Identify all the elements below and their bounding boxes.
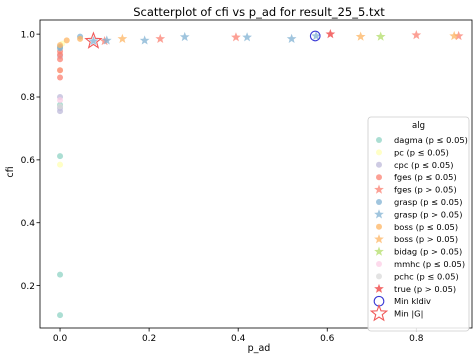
data-point: [411, 29, 422, 40]
data-point: [375, 31, 386, 41]
data-point: [57, 67, 64, 74]
legend-label: grasp (p ≤ 0.05): [394, 197, 462, 207]
legend-marker: [376, 149, 382, 156]
data-point: [309, 30, 321, 42]
legend-marker: [374, 234, 384, 244]
y-tick-label: 0.4: [21, 219, 36, 229]
data-point: [57, 312, 64, 319]
data-point: [311, 30, 321, 41]
y-axis-label: cfi: [5, 166, 16, 177]
x-tick-label: 0.4: [231, 334, 246, 344]
legend-label: fges (p ≤ 0.05): [394, 172, 457, 182]
legend-marker: [376, 174, 382, 181]
x-tick-label: 0.2: [142, 334, 156, 344]
data-point: [155, 33, 166, 43]
legend-label: fges (p > 0.05): [394, 185, 457, 195]
legend-marker: [374, 246, 384, 256]
y-tick-label: 0.8: [21, 93, 36, 103]
legend-marker: [376, 273, 382, 280]
data-point: [57, 56, 64, 63]
y-tick-label: 0.6: [21, 156, 36, 166]
data-point: [117, 33, 128, 43]
data-point: [84, 31, 103, 49]
legend-title: alg: [412, 121, 425, 131]
data-point: [286, 33, 297, 43]
legend-marker: [376, 137, 382, 143]
data-point: [57, 42, 64, 49]
legend-label: boss (p ≤ 0.05): [394, 222, 458, 232]
data-point: [179, 31, 190, 42]
data-point: [88, 35, 99, 46]
data-point: [77, 35, 84, 42]
legend-label: Min kldiv: [394, 296, 431, 306]
data-point: [57, 97, 64, 104]
data-point: [57, 161, 64, 168]
data-point: [325, 29, 336, 39]
legend-box: [367, 116, 470, 332]
data-point: [101, 35, 112, 45]
legend-marker: [374, 209, 384, 219]
y-tick-label: 1.0: [21, 30, 36, 40]
legend-marker: [374, 184, 384, 194]
legend-label: Min |G|: [394, 309, 423, 319]
data-point: [449, 30, 460, 41]
x-axis-label: p_ad: [248, 343, 271, 354]
data-point: [63, 37, 70, 44]
legend-label: mmhc (p ≤ 0.05): [394, 259, 465, 269]
legend-marker: [369, 303, 389, 322]
plot-frame: [39, 19, 473, 329]
data-point: [57, 271, 64, 278]
legend-marker: [376, 223, 382, 230]
legend-label: cpc (p ≤ 0.05): [394, 160, 453, 170]
chart-title: Scatterplot of cfi vs p_ad for result_25…: [133, 5, 385, 19]
x-tick-label: 0.8: [409, 334, 424, 344]
data-point: [57, 153, 64, 160]
data-point: [355, 31, 366, 41]
legend-marker: [376, 161, 382, 168]
legend-label: pchc (p ≤ 0.05): [394, 271, 459, 281]
legend-marker: [376, 199, 382, 205]
legend-label: bidag (p > 0.05): [394, 247, 462, 257]
data-point: [453, 30, 464, 41]
legend: alg dagma (p ≤ 0.05) pc (p ≤ 0.05) cpc (p ≤…: [367, 116, 470, 332]
y-tick-label: 0.2: [21, 282, 35, 292]
plot-area: [57, 29, 464, 319]
data-point: [231, 32, 241, 42]
legend-marker: [376, 261, 382, 267]
legend-label: grasp (p > 0.05): [394, 209, 462, 219]
axes: 0.0 0.2 0.4 0.6 0.8 0.2 0.4 0.6 0.8 1.0: [21, 19, 473, 344]
legend-label: pc (p ≤ 0.05): [394, 147, 449, 157]
legend-label: dagma (p ≤ 0.05): [394, 135, 468, 145]
data-point: [242, 32, 252, 42]
legend-marker: [374, 283, 384, 293]
legend-label: boss (p > 0.05): [394, 234, 458, 244]
data-point: [57, 74, 64, 81]
legend-label: true (p > 0.05): [394, 284, 456, 294]
data-point: [57, 103, 64, 110]
x-tick-label: 0.0: [53, 334, 68, 344]
data-point: [139, 35, 150, 45]
x-tick-label: 0.6: [320, 334, 335, 344]
